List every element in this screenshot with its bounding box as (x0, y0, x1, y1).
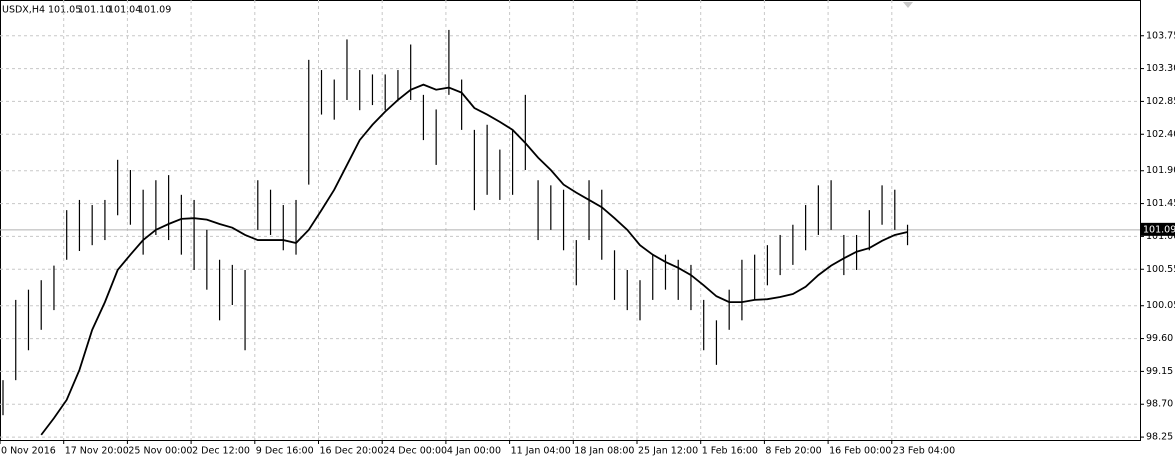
header-value: 101.10 (78, 5, 111, 16)
header-value: 101.05 (48, 5, 81, 16)
y-tick-label: 100.55 (1146, 264, 1175, 275)
plot-frame (0, 0, 1141, 441)
x-tick-label: 16 Dec 20:00 (320, 446, 384, 457)
y-tick-label: 98.25 (1146, 432, 1173, 443)
shift-marker (903, 2, 913, 8)
y-tick-label: 99.60 (1146, 333, 1173, 344)
x-tick-label: 25 Nov 00:00 (128, 446, 192, 457)
x-tick-label: 16 Feb 00:00 (829, 446, 891, 457)
x-tick-label: 18 Jan 08:00 (574, 446, 634, 457)
x-tick-label: 25 Jan 12:00 (638, 446, 698, 457)
x-tick-label: 23 Feb 04:00 (893, 446, 955, 457)
x-tick-label: 2 Dec 12:00 (192, 446, 250, 457)
y-tick-label: 103.75 (1146, 30, 1175, 41)
header-value: 101.09 (138, 5, 171, 16)
y-tick-label: 98.70 (1146, 399, 1173, 410)
y-tick-label: 101.45 (1146, 198, 1175, 209)
x-tick-label: 1 Feb 16:00 (702, 446, 758, 457)
y-tick-label: 102.85 (1146, 96, 1175, 107)
x-tick-label: 17 Nov 20:00 (65, 446, 129, 457)
chart-title: USDX,H4 (2, 5, 45, 16)
last-price-label: 101.09 (1143, 224, 1175, 235)
x-tick-label: 11 Jan 04:00 (511, 446, 571, 457)
header-value: 101.04 (108, 5, 141, 16)
y-tick-label: 100.05 (1146, 300, 1175, 311)
x-tick-label: 9 Dec 16:00 (256, 446, 314, 457)
x-tick-label: 0 Nov 2016 (1, 446, 56, 457)
y-tick-label: 99.15 (1146, 366, 1173, 377)
y-tick-label: 101.00 (1146, 231, 1175, 242)
y-tick-label: 101.90 (1146, 165, 1175, 176)
x-tick-label: 24 Dec 00:00 (383, 446, 447, 457)
x-tick-label: 4 Jan 00:00 (447, 446, 501, 457)
last-price-box (1141, 222, 1175, 236)
y-tick-label: 102.40 (1146, 129, 1175, 140)
moving-average (40, 83, 908, 436)
x-tick-label: 8 Feb 20:00 (765, 446, 821, 457)
y-tick-label: 103.30 (1146, 63, 1175, 74)
